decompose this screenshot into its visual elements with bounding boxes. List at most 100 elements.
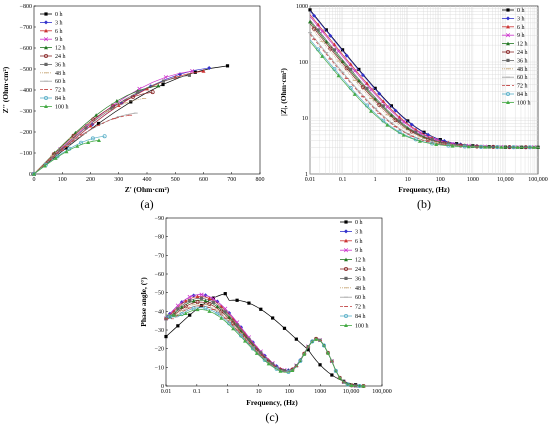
- bode-phase-data-point: [247, 337, 251, 341]
- bode-magnitude-panel: 0.01 0.1 1 10 100 1000 10,000 100,000 1 10 100 1000…: [279, 4, 548, 211]
- x-tick-label: 400: [143, 177, 152, 183]
- bode-phase-series-line: [166, 305, 364, 387]
- legend-label: 9 h: [517, 33, 525, 39]
- bode-phase-plot-frame: [165, 217, 383, 387]
- bode-phase-data-point: [294, 337, 298, 341]
- bode-phase-data-point: [176, 324, 180, 328]
- bode-phase-data-point: [207, 301, 212, 306]
- bode-magnitude-data-point: [352, 92, 357, 96]
- bode-phase-data-point: [274, 366, 279, 371]
- nyquist-data-point: [114, 98, 119, 103]
- legend-marker: [43, 37, 49, 42]
- bode-phase-data-point: [325, 350, 330, 355]
- x-tick-label: 300: [114, 177, 123, 183]
- y-tick-label: −100: [20, 151, 32, 157]
- bode-magnitude-data-point: [324, 28, 328, 32]
- legend-label: 84 h: [355, 314, 366, 320]
- bode-phase-data-point: [211, 296, 215, 300]
- nyquist-data-point: [64, 146, 68, 150]
- nyquist-x-axis-label: Z' (Ohm·cm²): [125, 185, 170, 194]
- legend-marker: [344, 323, 348, 327]
- bode-phase-data-point: [223, 292, 227, 296]
- legend-marker: [506, 24, 510, 29]
- x-tick-label: 100: [285, 389, 294, 395]
- bode-phase-data-point: [282, 368, 287, 373]
- legend-label: 84 h: [517, 92, 528, 98]
- bode-phase-data-point: [259, 351, 263, 355]
- bode-phase-data-point: [266, 361, 271, 366]
- bode-magnitude-data-point: [344, 53, 349, 58]
- nyquist-data-point: [161, 82, 165, 87]
- x-tick-label: 100: [58, 177, 67, 183]
- x-tick-label: 0.01: [161, 389, 172, 395]
- y-tick-label: 1: [305, 172, 308, 178]
- bode-phase-data-point: [290, 368, 295, 373]
- bode-phase-data-point: [195, 300, 200, 305]
- bode-phase-data-point: [211, 300, 215, 304]
- bode-magnitude-data-point: [357, 67, 361, 72]
- legend-label: 6 h: [517, 25, 525, 31]
- bode-magnitude-data-point: [450, 143, 455, 148]
- bode-phase-data-point: [207, 309, 212, 313]
- legend-label: 9 h: [355, 248, 363, 254]
- x-tick-label: 1: [374, 177, 377, 183]
- legend-marker: [343, 313, 348, 318]
- bode-phase-series-line: [166, 305, 364, 387]
- legend-marker: [44, 96, 49, 101]
- bode-phase-data-point: [337, 375, 342, 380]
- bode-phase-data-point: [188, 299, 192, 303]
- bode-magnitude-data-point: [393, 108, 398, 113]
- nyquist-panel: 0 100 200 300 400 500 600 700 800 0 −100 −200 −300 −4…: [1, 4, 265, 211]
- nyquist-data-point: [94, 113, 99, 117]
- legend-label: 6 h: [355, 239, 363, 245]
- legend-marker: [506, 58, 510, 62]
- bode-magnitude-y-axis-label: |Z|, (Ohm·cm²): [279, 68, 288, 116]
- legend-label: 72 h: [355, 305, 366, 311]
- nyquist-data-point: [90, 136, 95, 141]
- legend-marker: [44, 28, 48, 33]
- nyquist-series-line: [33, 98, 145, 175]
- x-tick-label: 10,000: [497, 177, 514, 183]
- y-tick-label: 100: [299, 60, 308, 66]
- bode-phase-series-line: [166, 303, 364, 387]
- bode-phase-data-point: [188, 313, 192, 317]
- nyquist-data-point: [187, 73, 191, 77]
- bode-phase-data-point: [278, 369, 283, 373]
- x-tick-label: 1000: [314, 389, 326, 395]
- bode-magnitude-data-point: [515, 145, 520, 149]
- x-tick-label: 100,000: [372, 389, 392, 395]
- panel-a-label: (a): [140, 197, 153, 211]
- legend-label: 100 h: [55, 104, 69, 110]
- y-tick-label: −200: [20, 130, 32, 136]
- y-tick-label: −300: [20, 109, 32, 115]
- bode-magnitude-data-point: [360, 73, 365, 78]
- legend-marker: [44, 104, 48, 108]
- x-tick-label: 200: [86, 177, 95, 183]
- bode-phase-data-point: [345, 382, 350, 387]
- y-tick-label: 1000: [296, 4, 308, 10]
- x-tick-label: 10,000: [343, 389, 360, 395]
- bode-phase-data-point: [171, 313, 176, 317]
- nyquist-data-point: [53, 156, 58, 160]
- bode-phase-series-line: [166, 309, 364, 387]
- legend-label: 0 h: [355, 220, 363, 226]
- legend-label: 3 h: [355, 229, 363, 235]
- panel-b-label: (b): [417, 197, 431, 211]
- legend-label: 36 h: [517, 58, 528, 64]
- legend-marker: [44, 54, 49, 59]
- bode-magnitude-data-point: [368, 87, 374, 92]
- legend-marker: [44, 62, 48, 66]
- legend-marker: [44, 20, 48, 25]
- nyquist-series-line: [33, 91, 153, 175]
- bode-phase-data-point: [219, 309, 224, 314]
- bode-magnitude-data-point: [413, 127, 418, 132]
- bode-phase-data-point: [195, 294, 200, 299]
- bode-magnitude-data-point: [397, 119, 402, 123]
- y-tick-label: −600: [20, 46, 32, 52]
- nyquist-series-line: [33, 70, 193, 175]
- nyquist-data-point: [42, 163, 47, 168]
- bode-phase-data-point: [271, 362, 275, 366]
- bode-magnitude-data-point: [463, 144, 467, 148]
- nyquist-data-point: [32, 172, 36, 176]
